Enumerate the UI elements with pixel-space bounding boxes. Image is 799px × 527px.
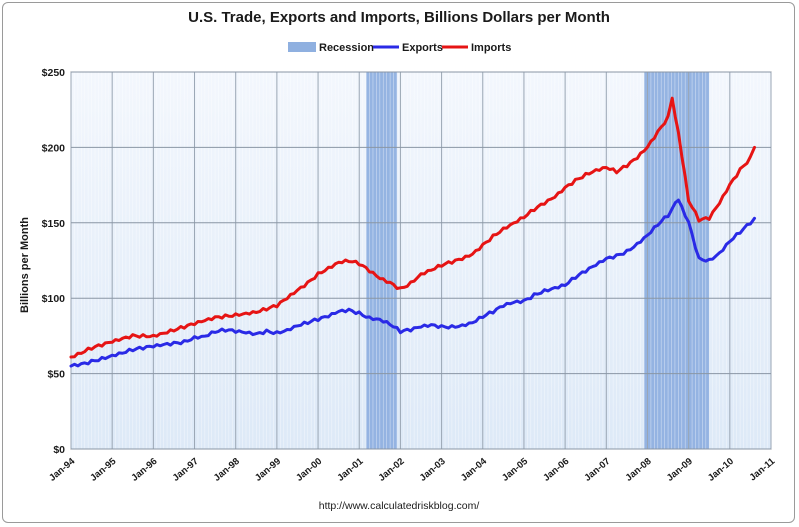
x-tick-label: Jan-04 <box>459 456 490 484</box>
source-credit: http://www.calculatedriskblog.com/ <box>319 500 480 512</box>
y-tick-label: $250 <box>42 67 66 79</box>
x-tick-label: Jan-01 <box>335 456 366 484</box>
x-tick-label: Jan-06 <box>541 456 571 484</box>
y-axis-ticks: $0 $50 $100 $150 $200 $250 <box>42 67 66 456</box>
x-tick-label: Jan-94 <box>47 456 78 484</box>
legend-label-imports: Imports <box>471 42 511 54</box>
legend-swatch-recession <box>288 42 316 52</box>
y-tick-label: $150 <box>42 218 66 230</box>
y-axis-label: Billions per Month <box>19 217 31 313</box>
x-tick-label: Jan-96 <box>129 456 159 484</box>
x-tick-label: Jan-99 <box>253 456 283 484</box>
y-tick-label: $50 <box>47 369 65 381</box>
legend-label-recession: Recession <box>319 42 374 54</box>
series-lines <box>69 96 756 368</box>
recession-band-1 <box>366 72 398 449</box>
x-tick-label: Jan-03 <box>418 456 448 484</box>
x-tick-label: Jan-98 <box>212 456 242 484</box>
x-tick-label: Jan-05 <box>500 456 531 484</box>
series-line-exports <box>69 198 756 368</box>
x-tick-label: Jan-95 <box>88 456 119 484</box>
y-tick-label: $200 <box>42 142 66 154</box>
x-tick-label: Jan-00 <box>294 456 324 484</box>
y-tick-label: $0 <box>53 444 65 456</box>
x-tick-label: Jan-02 <box>376 456 406 484</box>
legend-label-exports: Exports <box>402 42 443 54</box>
x-tick-label: Jan-97 <box>171 456 201 484</box>
x-tick-label: Jan-09 <box>665 456 695 484</box>
legend: Recession Exports Imports <box>288 42 511 54</box>
x-tick-label: Jan-07 <box>582 456 612 484</box>
x-tick-label: Jan-11 <box>747 456 777 484</box>
x-tick-label: Jan-10 <box>706 456 736 484</box>
x-axis-ticks: Jan-94 Jan-95 Jan-96 Jan-97 Jan-98 Jan-99 Jan-… <box>47 456 778 484</box>
chart-title: U.S. Trade, Exports and Imports, Billion… <box>188 9 610 26</box>
y-tick-label: $100 <box>42 293 66 305</box>
series-line-imports <box>69 96 756 359</box>
x-tick-label: Jan-08 <box>624 456 654 484</box>
